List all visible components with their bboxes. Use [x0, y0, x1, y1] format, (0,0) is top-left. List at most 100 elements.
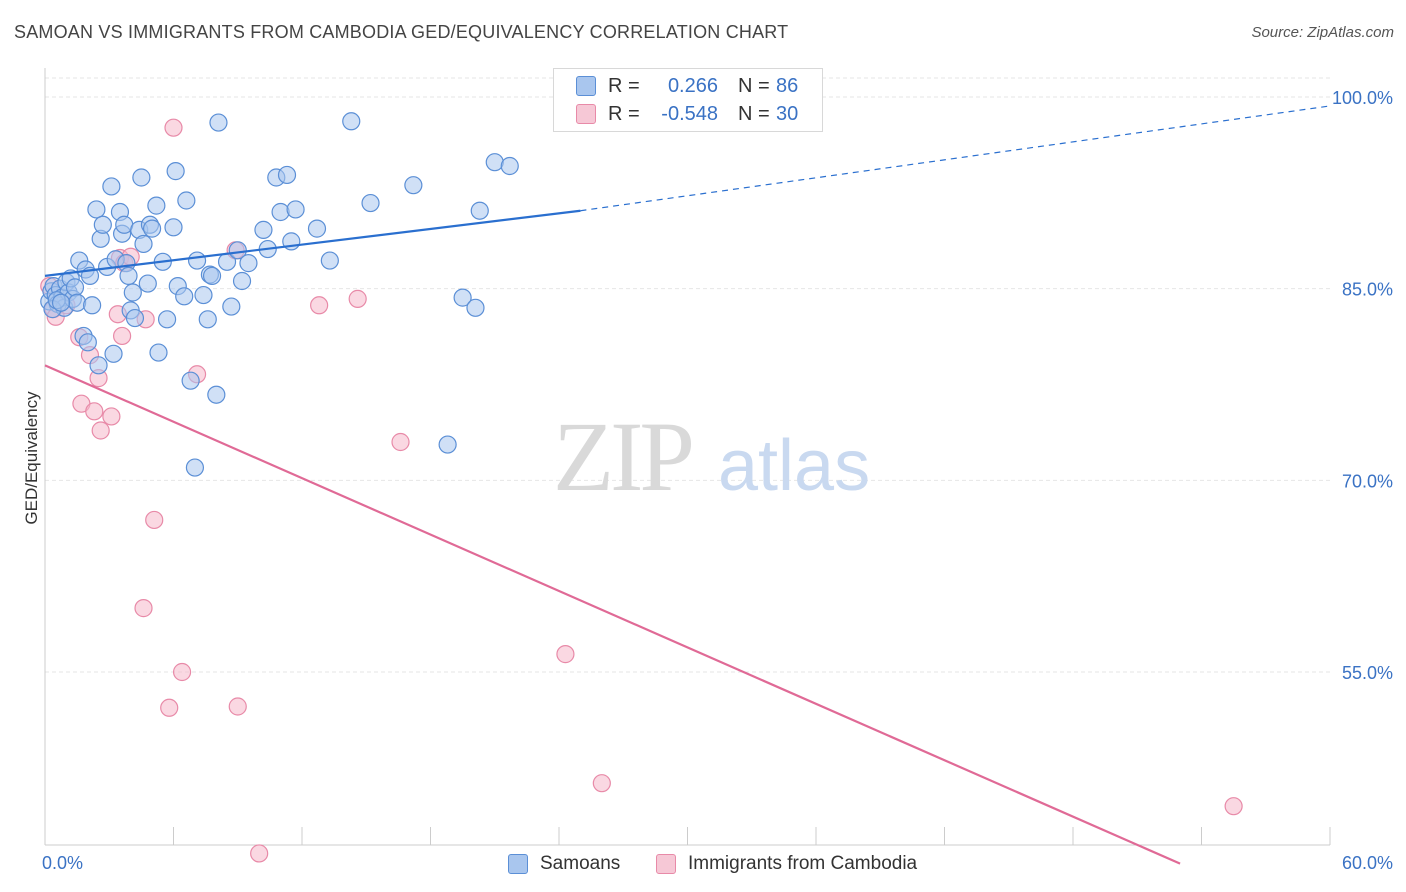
data-point-samoans [470, 201, 489, 220]
data-point-samoans [89, 356, 108, 375]
data-point-samoans [239, 254, 258, 273]
legend-label-samoans: Samoans [540, 853, 621, 874]
data-point-samoans [181, 371, 200, 390]
data-point-samoans [198, 310, 217, 329]
data-point-cambodia [112, 326, 132, 346]
data-point-samoans [202, 266, 222, 285]
legend-row-samoans: R = 0.266 N = 86 [576, 73, 798, 99]
data-point-samoans [104, 344, 123, 363]
data-point-samoans [68, 293, 87, 312]
data-point-samoans [232, 271, 252, 291]
data-point-samoans [123, 283, 142, 302]
data-point-samoans [132, 168, 151, 187]
data-point-cambodia [145, 510, 164, 530]
data-point-samoans [166, 162, 185, 181]
data-point-samoans [149, 343, 168, 362]
legend-row-cambodia: R = -0.548 N = 30 [576, 101, 798, 127]
data-point-cambodia [391, 432, 410, 452]
data-point-samoans [453, 288, 472, 307]
data-point-samoans [175, 287, 194, 306]
data-point-cambodia [592, 774, 611, 793]
data-point-samoans [93, 215, 112, 234]
data-point-samoans [342, 112, 361, 131]
legend-n-label: N = [738, 74, 770, 97]
legend-n-value: 30 [776, 102, 799, 125]
data-point-cambodia [1224, 797, 1243, 816]
legend-swatch-blue [576, 76, 596, 96]
y-tick-label: 85.0% [1342, 280, 1393, 300]
watermark: ZIP atlas [553, 401, 870, 512]
y-tick-label: 70.0% [1342, 471, 1393, 491]
legend-r-label: R = [608, 74, 640, 97]
x-tick-label-max: 60.0% [1342, 853, 1393, 873]
data-point-samoans [177, 191, 196, 210]
legend-item-samoans[interactable]: Samoans [508, 853, 620, 875]
legend-item-cambodia[interactable]: Immigrants from Cambodia [656, 853, 917, 875]
legend-n-label: N = [738, 102, 770, 125]
trend-line-cambodia [44, 364, 1181, 865]
y-axis-label-wrap: GED/Equivalency [6, 391, 41, 524]
series-legend: Samoans Immigrants from Cambodia [0, 853, 1406, 877]
data-point-samoans [222, 297, 241, 316]
data-point-samoans [361, 193, 380, 213]
data-point-samoans [157, 310, 177, 329]
data-point-samoans [134, 234, 153, 254]
data-point-cambodia [102, 407, 121, 426]
data-point-cambodia [85, 402, 104, 421]
legend-r-value: -0.548 [661, 102, 718, 125]
data-point-cambodia [134, 599, 153, 618]
data-point-samoans [277, 165, 297, 185]
watermark-zip: ZIP [553, 401, 691, 512]
legend-r-value: 0.266 [667, 74, 718, 97]
legend-label-cambodia: Immigrants from Cambodia [688, 853, 918, 874]
legend-n-value: 86 [776, 74, 799, 97]
data-point-cambodia [310, 296, 329, 315]
data-point-samoans [438, 435, 457, 454]
tick-labels: 55.0% 70.0% 85.0% 100.0% 0.0% 60.0% [42, 88, 1393, 873]
data-point-samoans [500, 156, 519, 176]
data-point-samoans [164, 218, 183, 237]
data-point-cambodia [164, 118, 183, 137]
data-point-samoans [194, 285, 213, 305]
data-point-samoans [185, 458, 205, 477]
legend-swatch-pink [576, 104, 596, 124]
data-point-samoans [83, 296, 102, 315]
x-tick-label-min: 0.0% [42, 853, 83, 873]
data-point-samoans [147, 196, 166, 215]
data-point-samoans [271, 202, 290, 222]
y-tick-label: 100.0% [1332, 88, 1393, 108]
data-point-samoans [307, 219, 327, 238]
data-point-samoans [51, 293, 71, 312]
data-point-samoans [142, 219, 162, 238]
legend-swatch-pink [656, 854, 676, 874]
data-point-samoans [119, 266, 138, 285]
data-point-samoans [320, 251, 339, 270]
trend-line-samoans-extension [580, 105, 1331, 212]
trend-line-samoans [44, 209, 581, 277]
correlation-legend: R = 0.266 N = 86 R = -0.548 N = 30 [553, 68, 823, 132]
legend-r-label: R = [608, 102, 640, 125]
data-point-cambodia [228, 697, 247, 716]
data-point-samoans [209, 113, 228, 132]
data-point-cambodia [250, 844, 269, 863]
data-point-samoans [78, 333, 97, 352]
data-point-samoans [207, 385, 226, 404]
data-point-cambodia [172, 662, 192, 682]
data-point-samoans [87, 200, 106, 219]
data-point-samoans [404, 176, 423, 195]
data-point-samoans [187, 251, 207, 270]
y-axis-label: GED/Equivalency [22, 391, 41, 525]
legend-swatch-blue [508, 854, 528, 874]
chart-title: SAMOAN VS IMMIGRANTS FROM CAMBODIA GED/E… [14, 22, 789, 42]
data-point-cambodia [348, 289, 367, 308]
data-point-samoans [125, 308, 145, 328]
y-tick-label: 55.0% [1342, 663, 1393, 683]
data-point-samoans [138, 274, 157, 293]
data-point-samoans [466, 298, 485, 317]
data-point-cambodia [556, 645, 575, 664]
data-point-samoans [102, 177, 121, 196]
data-point-cambodia [160, 698, 179, 717]
source-credit: Source: ZipAtlas.com [1251, 24, 1394, 41]
gridlines [45, 77, 1330, 673]
